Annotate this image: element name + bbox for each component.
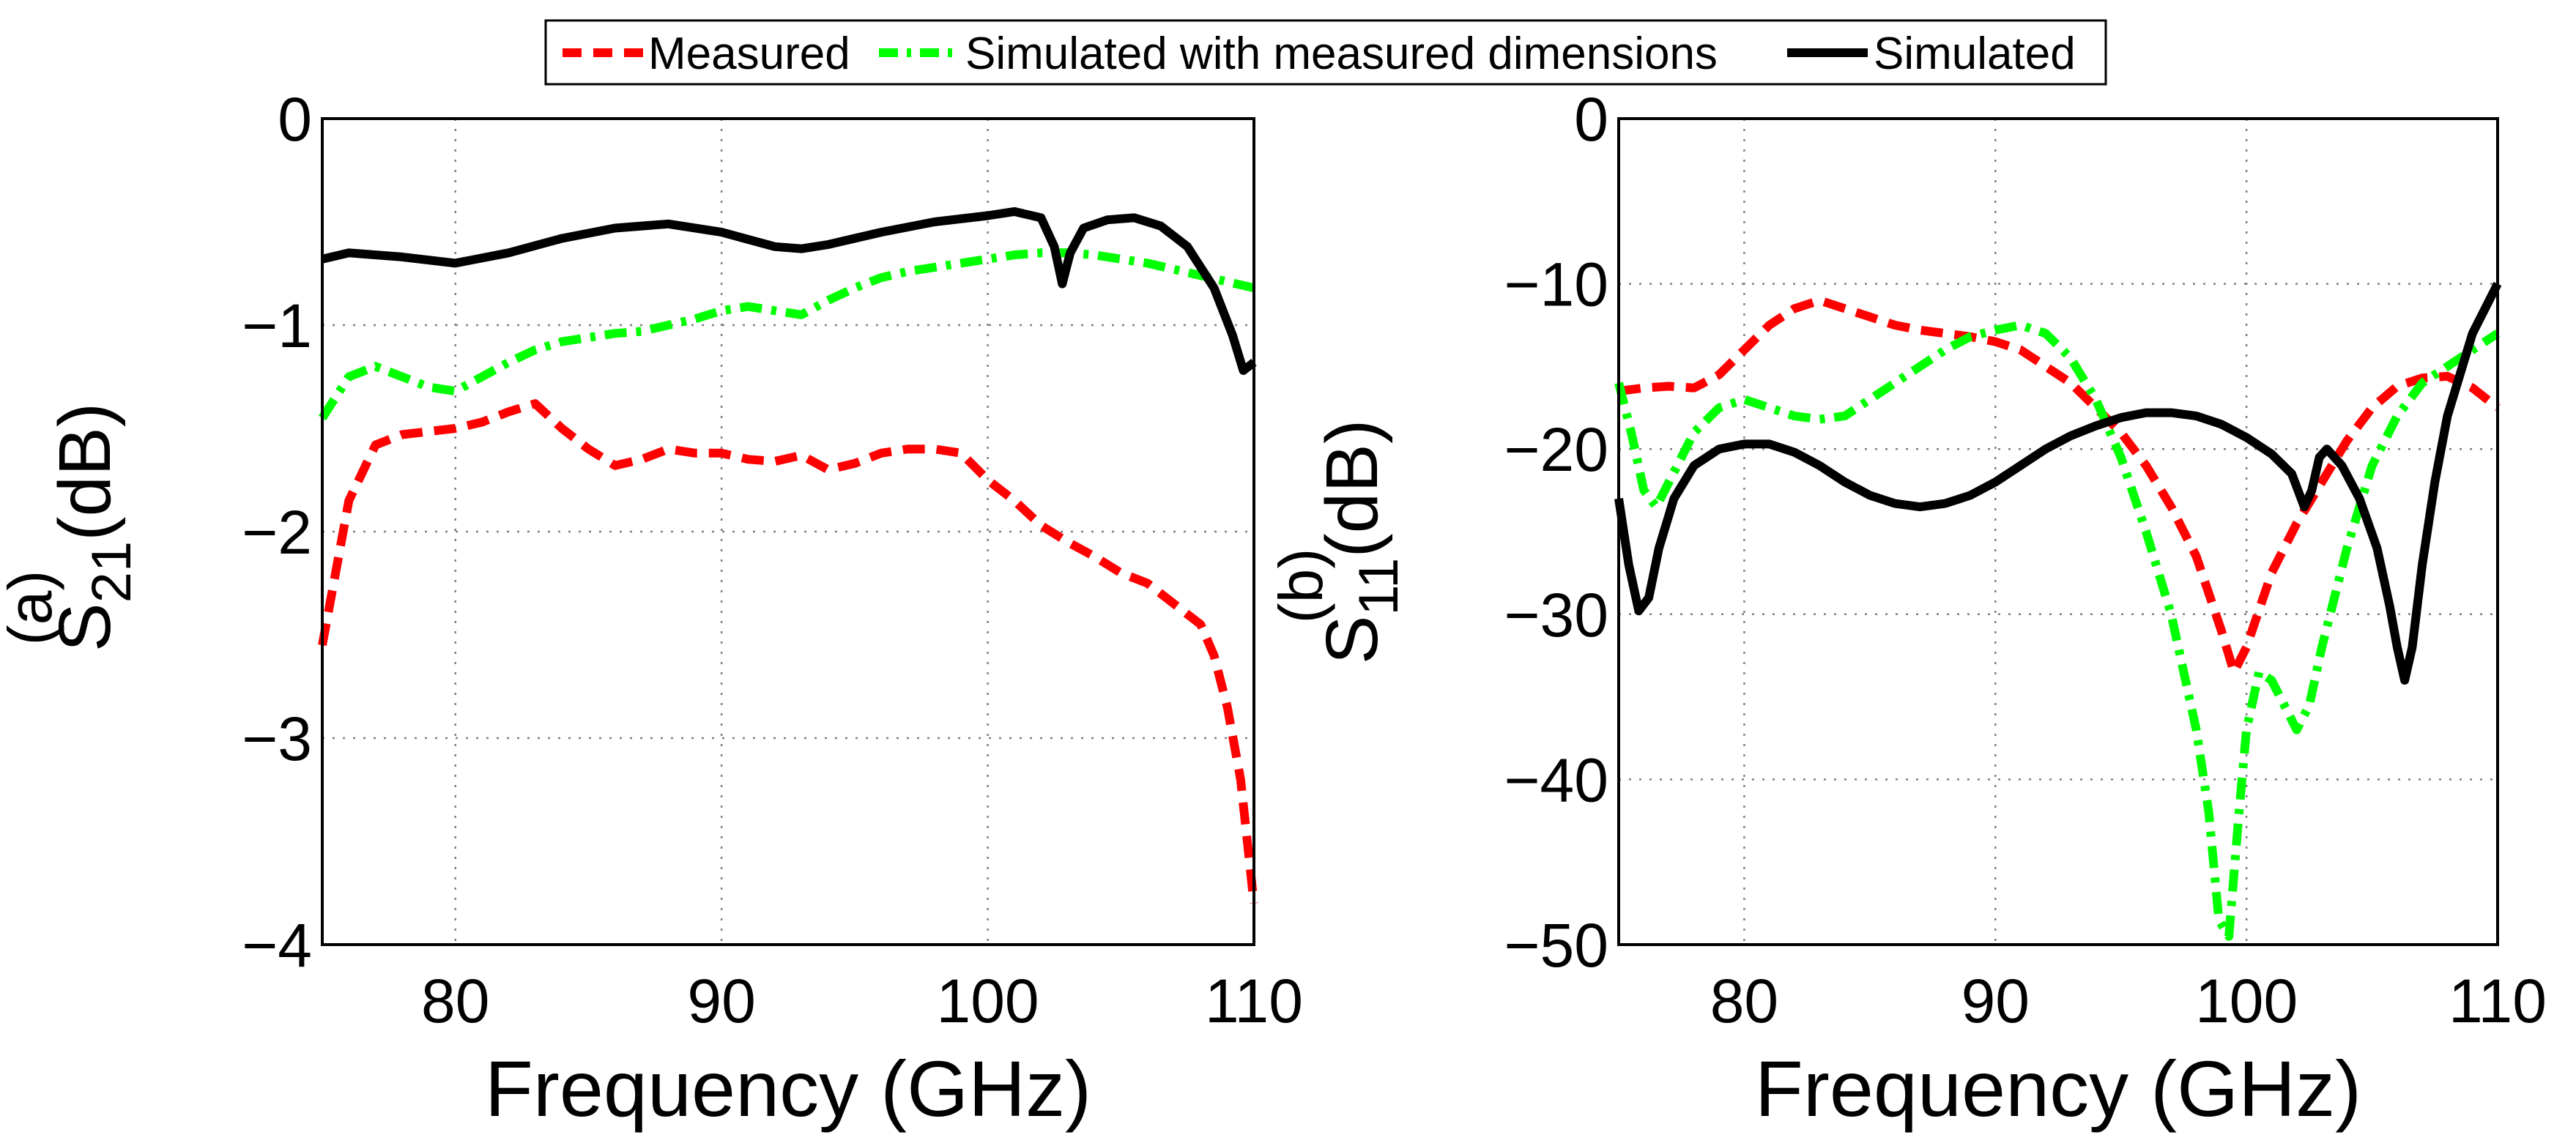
x-tick-label-a-0: 80 (421, 967, 489, 1035)
y-axis-label-b: S11(dB) (1311, 420, 1410, 665)
legend-label-measured: Measured (648, 29, 850, 79)
y-axis-label-a: S21(dB) (44, 403, 143, 652)
x-tick-label-b-1: 90 (1961, 967, 2030, 1035)
grid-lines-a (322, 119, 1254, 945)
series-line-b-2 (1614, 321, 2501, 941)
x-tick-label-a-1: 90 (687, 967, 755, 1035)
plot-frame-a (321, 117, 1255, 946)
legend-label-simulated-measured-dims: Simulated with measured dimensions (965, 29, 1718, 79)
y-tick-label-a-1: −1 (242, 291, 312, 360)
y-tick-label-a-3: −3 (242, 704, 312, 773)
legend: Measured Simulated with measured dimensi… (544, 19, 2107, 86)
series-lines-a (318, 206, 1258, 904)
y-tick-label-a-4: −4 (242, 911, 312, 980)
chart-panel-b: 0 −10 −20 −30 −40 −50 80 90 100 110 Frequency (G… (1266, 85, 2547, 1133)
y-tick-label-b-3: −30 (1504, 581, 1609, 650)
plot-frame-b (1617, 117, 2499, 946)
chart-panel-a: 0 −1 −2 −3 −4 80 90 100 110 Frequency (GHz) (a)… (0, 85, 1303, 1133)
y-tick-labels-a: 0 −1 −2 −3 −4 (242, 85, 312, 980)
series-lines-b (1614, 281, 2502, 941)
y-tick-label-b-5: −50 (1504, 911, 1609, 980)
x-axis-label-b: Frequency (GHz) (1755, 1044, 2361, 1133)
x-tick-label-a-3: 110 (1205, 967, 1303, 1035)
y-tick-labels-b: 0 −10 −20 −30 −40 −50 (1504, 85, 1609, 980)
x-tick-label-b-0: 80 (1710, 967, 1778, 1035)
y-tick-label-b-4: −40 (1504, 745, 1609, 814)
panel-label-b: (b) (1266, 548, 1335, 624)
y-tick-label-b-1: −10 (1504, 250, 1609, 319)
panel-label-a: (a) (0, 570, 64, 646)
series-line-b-3 (1614, 281, 2502, 685)
series-line-a-2 (318, 248, 1255, 421)
x-axis-label-a: Frequency (GHz) (485, 1044, 1091, 1133)
x-tick-labels-a: 80 90 100 110 (421, 967, 1303, 1035)
y-tick-label-a-2: −2 (242, 498, 312, 567)
y-tick-label-a-0: 0 (278, 85, 312, 154)
series-line-b-1 (1618, 296, 2501, 677)
x-tick-label-a-2: 100 (936, 967, 1039, 1035)
series-line-a-1 (318, 399, 1258, 904)
legend-label-simulated: Simulated (1874, 29, 2076, 79)
y-tick-label-b-0: 0 (1574, 85, 1608, 154)
x-tick-label-b-2: 100 (2195, 967, 2298, 1035)
x-tick-labels-b: 80 90 100 110 (1710, 967, 2547, 1035)
grid-lines-b (1619, 119, 2498, 945)
series-line-a-3 (321, 206, 1257, 375)
y-tick-label-b-2: −20 (1504, 415, 1609, 484)
x-tick-label-b-3: 110 (2449, 967, 2547, 1035)
